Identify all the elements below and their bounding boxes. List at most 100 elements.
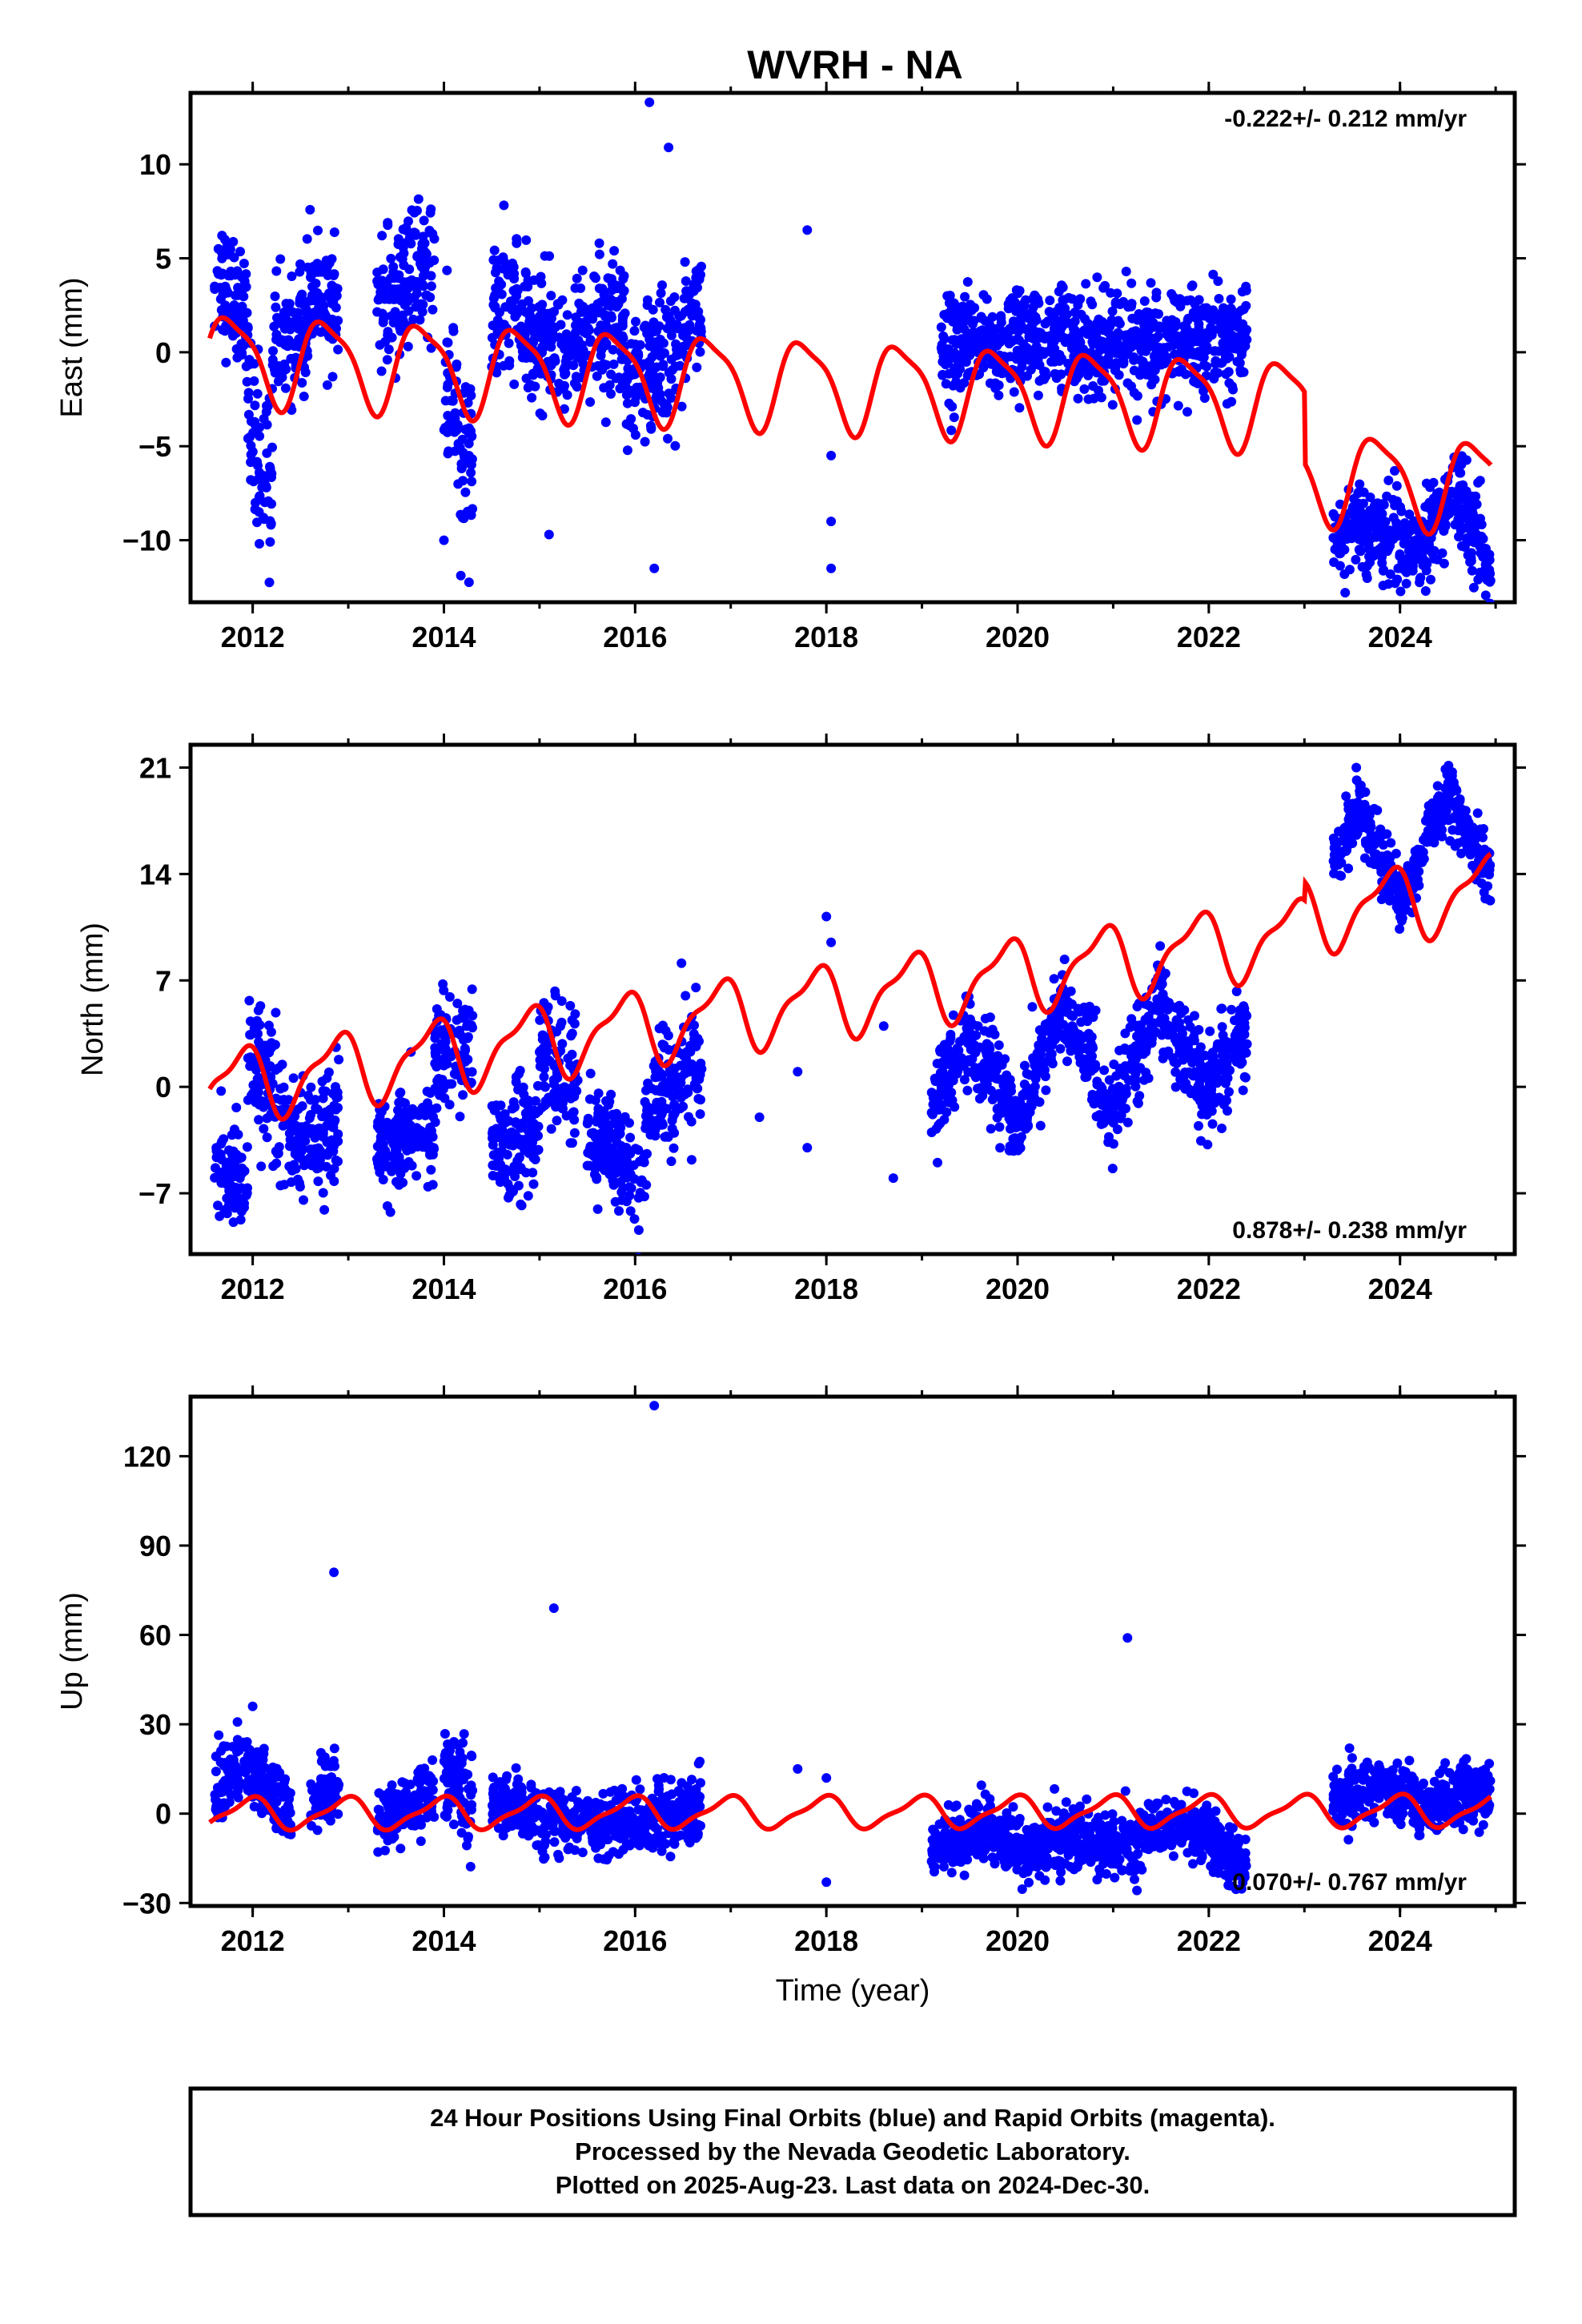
data-point [323,1068,334,1077]
data-point [669,1128,680,1138]
data-point [1132,415,1142,425]
data-point [311,279,321,288]
outlier-point [826,517,837,527]
data-point [378,1175,388,1184]
data-point [1213,276,1223,287]
data-point [608,259,618,269]
data-point [303,1090,313,1100]
data-point [1062,1056,1072,1067]
data-point [635,1252,642,1254]
outlier-point [878,1021,889,1031]
data-point [576,307,586,317]
data-point [210,284,220,294]
data-point [543,1055,553,1066]
y-tick-label: 10 [139,148,171,181]
data-point [583,323,593,333]
data-point [255,539,264,549]
data-point [1458,513,1468,523]
data-point [1110,299,1121,309]
data-point [1014,1100,1025,1110]
data-point [616,1187,627,1197]
data-point [537,342,548,352]
data-point [242,376,252,387]
data-point [462,506,472,517]
data-point [243,1095,253,1105]
outlier-point [821,911,832,922]
data-point [284,299,295,309]
data-point [658,360,669,370]
data-point [1139,296,1150,306]
data-point [375,1112,385,1122]
data-point [309,308,319,318]
data-point [966,300,975,310]
data-point [1030,360,1039,370]
data-point [1108,1139,1118,1149]
data-point [661,408,672,418]
data-point [1177,1024,1187,1035]
data-point [654,1023,665,1034]
data-point [1185,345,1195,356]
data-point [296,1122,307,1132]
data-point [1241,1047,1251,1058]
data-point [401,1143,412,1153]
data-point [987,312,998,322]
data-point [243,388,254,398]
data-point [321,1161,331,1172]
data-point [523,282,533,292]
data-point [428,304,438,315]
data-point [454,1025,464,1035]
data-point [1204,1080,1215,1090]
data-point [252,1015,263,1026]
data-point [254,1115,264,1125]
data-point [1468,582,1479,593]
data-point [1111,1071,1122,1081]
data-point [995,1143,1006,1153]
data-point [509,379,520,389]
data-point [1086,1095,1097,1104]
data-point [1456,460,1467,470]
data-point [422,290,432,300]
data-point [393,234,404,244]
north-data-points [210,761,1496,1254]
data-point [936,322,946,332]
x-tick-label: 2014 [412,621,476,653]
data-point [418,271,428,281]
data-point [955,364,966,374]
data-point [1140,1015,1150,1025]
data-point [487,332,497,343]
data-point [926,1108,937,1118]
data-point [287,271,297,281]
data-point [1008,320,1018,331]
data-point [1217,1022,1227,1032]
data-point [670,1101,681,1112]
data-point [652,1116,662,1126]
data-point [233,1129,243,1140]
data-point [1147,1005,1158,1015]
data-point [552,1116,562,1126]
data-point [1113,316,1123,326]
data-point [1146,333,1157,344]
data-point [661,312,672,322]
data-point [1480,560,1491,569]
north-panel: 2012 2014 2016 2018 2020 2022 2024211470−7Nort… [76,734,1526,1305]
data-point [1415,573,1426,583]
data-point [1390,465,1399,476]
data-point [622,398,632,408]
outlier-point [644,97,655,107]
data-point [275,362,285,372]
data-point [375,1167,385,1177]
data-point [1066,1046,1076,1056]
data-point [1024,332,1034,342]
data-point [943,1056,954,1067]
data-point [572,380,582,391]
data-point [550,986,560,996]
outlier-point [888,1173,898,1184]
data-point [313,1143,323,1153]
data-point [621,371,632,381]
data-point [388,312,399,322]
data-point [1395,924,1405,934]
data-point [666,1156,677,1167]
data-point [1015,1121,1026,1132]
data-point [1022,1083,1033,1093]
data-point [1030,1092,1039,1103]
